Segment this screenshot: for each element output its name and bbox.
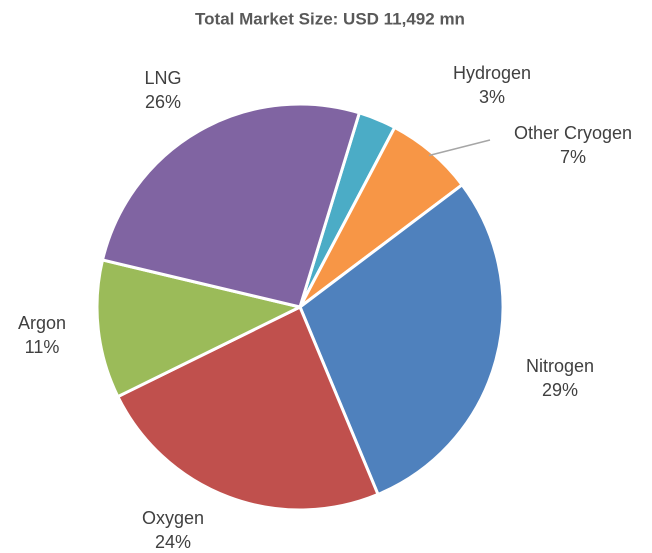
slice-value-label: 29% — [542, 380, 578, 400]
pie-slice — [101, 102, 361, 309]
slice-label: Other Cryogen — [514, 123, 632, 143]
pie-slice — [95, 258, 302, 399]
pie-slice — [298, 183, 505, 496]
slice-label: LNG — [144, 68, 181, 88]
slice-value-label: 3% — [479, 87, 505, 107]
leader-line — [428, 139, 491, 157]
slice-value-label: 26% — [145, 92, 181, 112]
slice-value-label: 11% — [25, 337, 60, 357]
slice-label: Nitrogen — [526, 356, 594, 376]
chart-title: Total Market Size: USD 11,492 mn — [195, 9, 465, 28]
slice-value-label: 24% — [155, 532, 191, 552]
slice-value-label: 7% — [560, 147, 586, 167]
slice-label: Hydrogen — [453, 63, 531, 83]
pie-slice — [116, 305, 380, 512]
slice-label: Argon — [18, 313, 66, 333]
slice-label: Oxygen — [142, 508, 204, 528]
